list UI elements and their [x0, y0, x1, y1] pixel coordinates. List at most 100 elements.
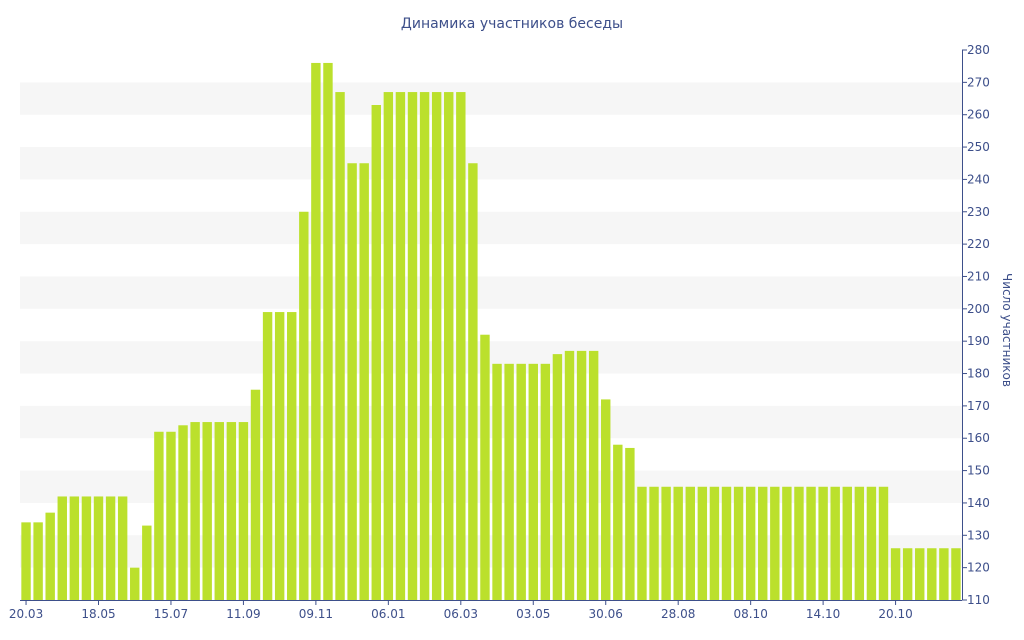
- bar: [794, 486, 804, 600]
- x-tick-label: 15.07: [154, 607, 188, 621]
- grid-band: [20, 147, 962, 180]
- bar: [287, 312, 297, 600]
- y-tick-label: 190: [967, 334, 990, 348]
- bar: [226, 422, 237, 600]
- x-tick-label: 09.11: [299, 607, 333, 621]
- bar: [468, 163, 478, 601]
- bar: [142, 525, 152, 600]
- x-axis: 20.03 18.05 15.07 11.09 09.11 06.01 06.03 03.05…: [9, 600, 962, 621]
- x-tick-label: 20.03: [9, 607, 43, 621]
- bar: [335, 92, 345, 600]
- y-tick-label: 160: [967, 431, 990, 445]
- bars: [21, 62, 961, 601]
- bar: [564, 350, 575, 600]
- bar: [709, 486, 720, 600]
- bar: [673, 486, 683, 600]
- bar: [311, 62, 321, 600]
- bar: [117, 496, 128, 600]
- bar: [407, 92, 418, 600]
- bar: [516, 363, 526, 600]
- bar: [214, 422, 224, 600]
- y-tick-label: 240: [967, 172, 990, 186]
- y-axis: 110 120 130 140 150 160 170 180 190 200 210 220 230 2…: [962, 43, 990, 607]
- bar: [649, 486, 659, 600]
- grid-band: [20, 405, 962, 439]
- bar: [588, 350, 599, 600]
- bar: [661, 486, 671, 600]
- grid-band: [20, 535, 962, 568]
- bar: [492, 363, 502, 600]
- y-tick-label: 250: [967, 140, 990, 154]
- bar: [806, 486, 816, 600]
- y-axis-title: Число участников: [1000, 273, 1014, 387]
- bar: [818, 486, 828, 600]
- bar: [33, 522, 43, 600]
- grid-band: [20, 341, 962, 374]
- bar: [383, 92, 394, 600]
- grid-band: [20, 276, 962, 309]
- y-tick-label: 150: [967, 464, 990, 478]
- bar: [178, 425, 188, 600]
- bar: [697, 486, 708, 600]
- y-tick-label: 210: [967, 269, 990, 283]
- bar: [866, 486, 877, 600]
- grid-band: [20, 211, 962, 245]
- bar: [745, 486, 756, 600]
- bar: [21, 522, 31, 600]
- x-tick-label: 11.09: [226, 607, 260, 621]
- bar: [130, 567, 140, 600]
- bar: [45, 512, 55, 600]
- x-tick-label: 18.05: [81, 607, 115, 621]
- bar: [274, 312, 285, 600]
- y-tick-label: 270: [967, 75, 990, 89]
- y-tick-label: 220: [967, 237, 990, 251]
- y-tick-label: 130: [967, 528, 990, 542]
- bar: [782, 486, 792, 600]
- bar: [528, 363, 538, 600]
- grid-bands: [20, 82, 962, 568]
- bar: [637, 486, 647, 600]
- bar: [69, 496, 80, 600]
- bar: [721, 486, 732, 600]
- bar: [601, 399, 611, 600]
- bar: [480, 334, 490, 600]
- x-tick-label: 30.06: [589, 607, 623, 621]
- y-tick-label: 110: [967, 593, 990, 607]
- bar: [552, 354, 563, 600]
- bar: [444, 92, 454, 600]
- bar: [431, 92, 442, 600]
- bar: [625, 447, 635, 600]
- bar: [166, 431, 176, 600]
- bar: [359, 163, 369, 601]
- bar: [395, 92, 406, 600]
- bar: [419, 92, 430, 600]
- bar: [878, 486, 889, 600]
- bar: [456, 92, 466, 600]
- bar: [915, 548, 925, 600]
- bar: [299, 211, 309, 600]
- bar: [902, 548, 913, 600]
- y-tick-label: 180: [967, 367, 990, 381]
- x-tick-label: 20.10: [878, 607, 912, 621]
- bar: [262, 312, 273, 600]
- bar: [190, 422, 200, 600]
- bar: [154, 431, 164, 600]
- x-tick-label: 28.08: [661, 607, 695, 621]
- y-tick-label: 140: [967, 496, 990, 510]
- bar: [250, 389, 261, 600]
- y-tick-label: 200: [967, 302, 990, 316]
- bar: [613, 444, 623, 600]
- bar: [323, 62, 333, 600]
- y-tick-label: 230: [967, 205, 990, 219]
- bar: [347, 163, 357, 601]
- bar: [238, 422, 249, 600]
- bar: [854, 486, 865, 600]
- bar: [93, 496, 104, 600]
- bar: [890, 548, 901, 600]
- grid-band: [20, 82, 962, 115]
- x-tick-label: 06.01: [371, 607, 405, 621]
- bar: [504, 363, 514, 600]
- x-tick-label: 08.10: [733, 607, 767, 621]
- bar: [770, 486, 780, 600]
